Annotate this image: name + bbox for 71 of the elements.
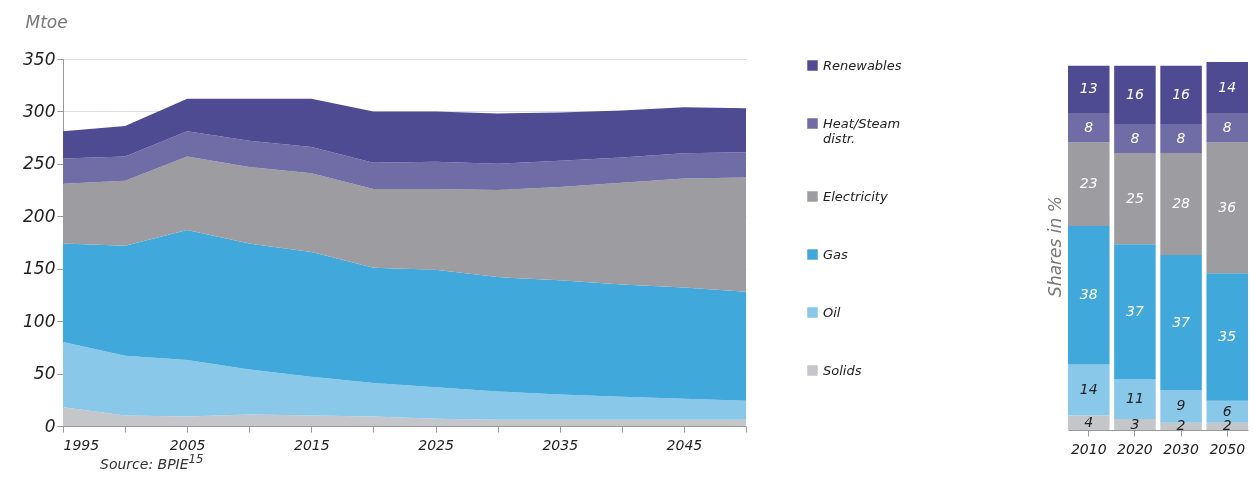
data-label: 2 xyxy=(1222,417,1232,434)
x-tick-label: 2035 xyxy=(542,436,579,453)
x-tick-label: 2010 xyxy=(1070,440,1107,457)
bar xyxy=(1114,153,1156,245)
data-label: 16 xyxy=(1172,85,1191,102)
legend-label: Solids xyxy=(823,362,862,378)
data-label: 9 xyxy=(1176,397,1186,414)
y-tick-label: 0 xyxy=(44,415,56,436)
data-label: 8 xyxy=(1084,118,1094,135)
bar xyxy=(1114,419,1156,430)
x-tick-label: 2020 xyxy=(1117,440,1153,457)
data-label: 8 xyxy=(1176,129,1186,146)
bar xyxy=(1114,378,1156,420)
y-tick-label: 50 xyxy=(33,363,56,384)
x-tick-label: 2045 xyxy=(666,436,703,453)
legend-label: Heat/Steam distr. xyxy=(823,115,901,146)
bar xyxy=(1114,244,1156,379)
bar xyxy=(1206,62,1248,114)
bar xyxy=(1068,415,1110,430)
y-tick-label: 200 xyxy=(23,205,56,226)
bar xyxy=(1114,65,1156,124)
y-tick-label: 150 xyxy=(23,258,56,279)
bar xyxy=(1068,65,1110,114)
x-tick-label: 2050 xyxy=(1209,440,1246,457)
legend-label: Oil xyxy=(823,304,841,320)
data-label: 11 xyxy=(1126,390,1144,407)
y-tick-label: 250 xyxy=(23,153,56,174)
y-axis-title: Shares in % xyxy=(1044,196,1065,297)
data-label: 37 xyxy=(1172,313,1191,330)
x-tick-label: 1995 xyxy=(63,436,100,453)
bar xyxy=(1206,142,1248,274)
data-label: 16 xyxy=(1126,85,1144,102)
data-label: 4 xyxy=(1084,413,1094,430)
y-axis-title: Mtoe xyxy=(25,11,68,32)
bar xyxy=(1160,123,1202,154)
y-tick-label: 350 xyxy=(23,48,56,69)
legend-label: Renewables xyxy=(823,57,902,73)
bar xyxy=(1068,113,1110,143)
data-label: 35 xyxy=(1218,328,1237,345)
source-note: Source: BPIE$^{15}$ xyxy=(100,452,204,472)
data-label: 25 xyxy=(1126,189,1144,206)
y-tick-label: 300 xyxy=(23,100,56,121)
data-label: 8 xyxy=(1222,118,1232,135)
bar xyxy=(1114,123,1156,154)
bar xyxy=(1160,65,1202,124)
bar xyxy=(1206,273,1248,401)
data-label: 37 xyxy=(1126,302,1144,319)
bar xyxy=(1206,113,1248,143)
data-label: 8 xyxy=(1130,129,1140,146)
data-label: 6 xyxy=(1222,402,1232,419)
x-tick-label: 2005 xyxy=(169,436,206,453)
data-label: 14 xyxy=(1218,78,1237,95)
x-tick-label: 2015 xyxy=(294,436,330,453)
y-tick-label: 100 xyxy=(23,310,56,331)
data-label: 38 xyxy=(1079,286,1098,303)
bar xyxy=(1068,142,1110,226)
bar xyxy=(1068,364,1110,416)
legend-label: Gas xyxy=(823,246,849,262)
data-label: 2 xyxy=(1176,417,1186,434)
data-label: 3 xyxy=(1130,415,1140,432)
data-label: 23 xyxy=(1079,175,1098,192)
legend-label: Electricity xyxy=(823,188,888,204)
data-label: 13 xyxy=(1079,80,1098,97)
data-label: 28 xyxy=(1172,195,1191,212)
bar xyxy=(1160,255,1202,390)
data-label: 14 xyxy=(1079,380,1098,397)
bar xyxy=(1068,225,1110,365)
x-tick-label: 2030 xyxy=(1163,440,1199,457)
data-label: 36 xyxy=(1218,198,1237,215)
x-tick-label: 2025 xyxy=(418,436,454,453)
bar xyxy=(1160,153,1202,256)
